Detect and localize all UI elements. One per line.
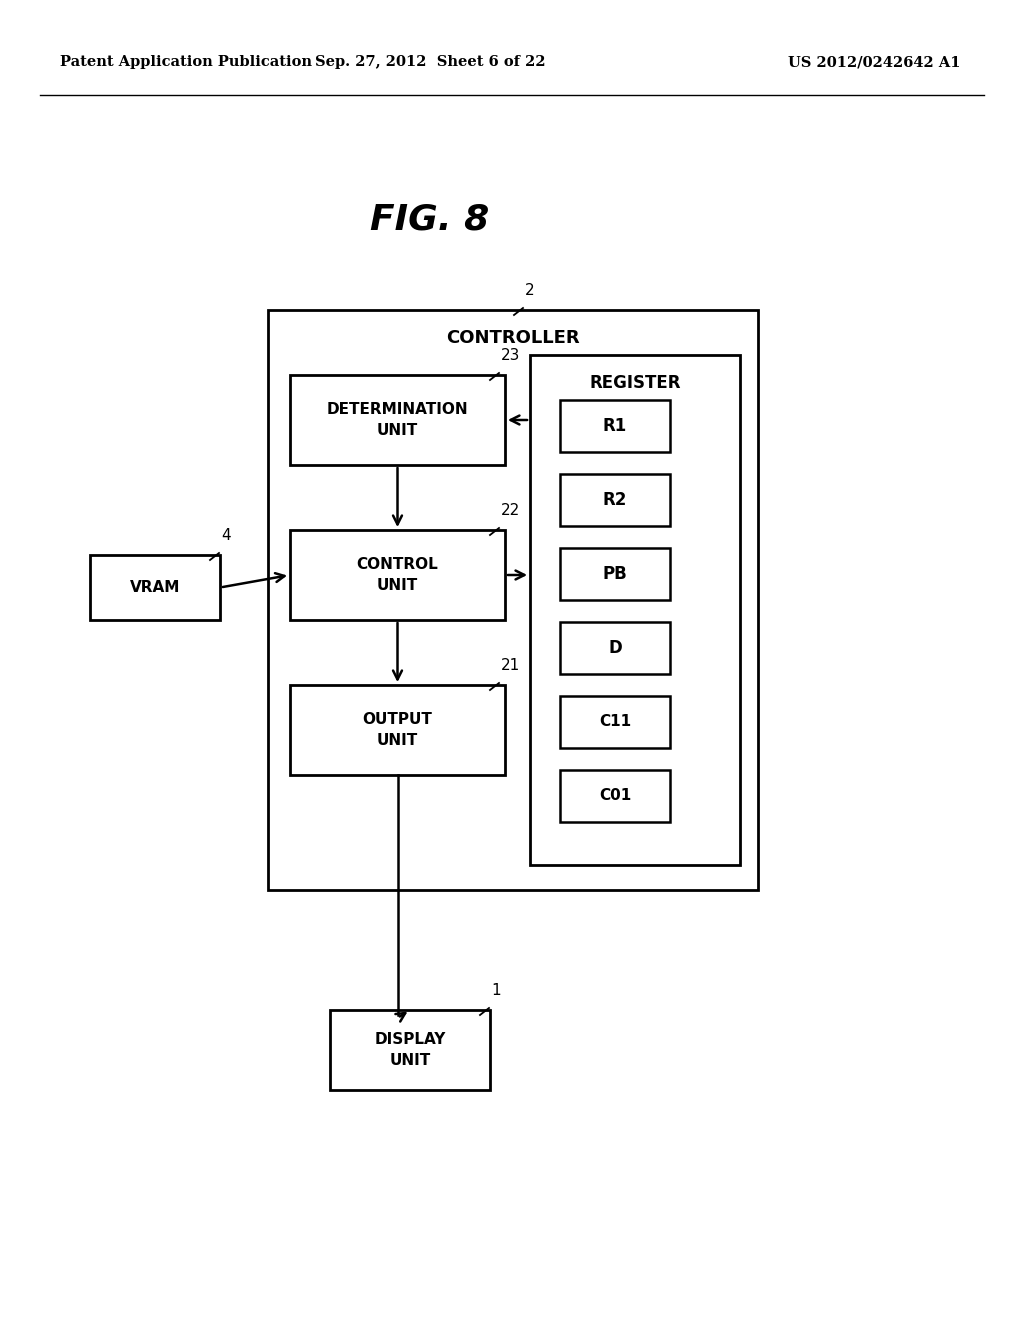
- Text: CONTROL
UNIT: CONTROL UNIT: [356, 557, 438, 593]
- Bar: [268, 310, 758, 890]
- Text: FIG. 8: FIG. 8: [371, 203, 489, 238]
- Text: 2: 2: [525, 282, 535, 298]
- Bar: [290, 685, 505, 775]
- Text: 4: 4: [221, 528, 230, 543]
- Bar: [560, 548, 670, 601]
- Bar: [560, 474, 670, 525]
- Bar: [530, 355, 740, 865]
- Bar: [290, 375, 505, 465]
- Bar: [560, 622, 670, 675]
- Bar: [90, 554, 220, 620]
- Bar: [330, 1010, 490, 1090]
- Text: DISPLAY
UNIT: DISPLAY UNIT: [375, 1032, 445, 1068]
- Text: DETERMINATION
UNIT: DETERMINATION UNIT: [327, 403, 468, 438]
- Text: D: D: [608, 639, 622, 657]
- Text: C01: C01: [599, 788, 631, 804]
- Text: OUTPUT
UNIT: OUTPUT UNIT: [362, 711, 432, 748]
- Text: PB: PB: [603, 565, 628, 583]
- Bar: [560, 770, 670, 822]
- Text: C11: C11: [599, 714, 631, 730]
- Text: 22: 22: [501, 503, 520, 517]
- Text: 1: 1: [490, 983, 501, 998]
- Bar: [290, 531, 505, 620]
- Text: Sep. 27, 2012  Sheet 6 of 22: Sep. 27, 2012 Sheet 6 of 22: [314, 55, 546, 69]
- Text: 23: 23: [501, 348, 520, 363]
- Text: US 2012/0242642 A1: US 2012/0242642 A1: [787, 55, 961, 69]
- Text: REGISTER: REGISTER: [589, 374, 681, 392]
- Text: R1: R1: [603, 417, 627, 436]
- Text: Patent Application Publication: Patent Application Publication: [60, 55, 312, 69]
- Text: 21: 21: [501, 657, 520, 673]
- Bar: [560, 696, 670, 748]
- Bar: [560, 400, 670, 451]
- Text: CONTROLLER: CONTROLLER: [446, 329, 580, 347]
- Text: VRAM: VRAM: [130, 579, 180, 595]
- Text: R2: R2: [603, 491, 627, 510]
